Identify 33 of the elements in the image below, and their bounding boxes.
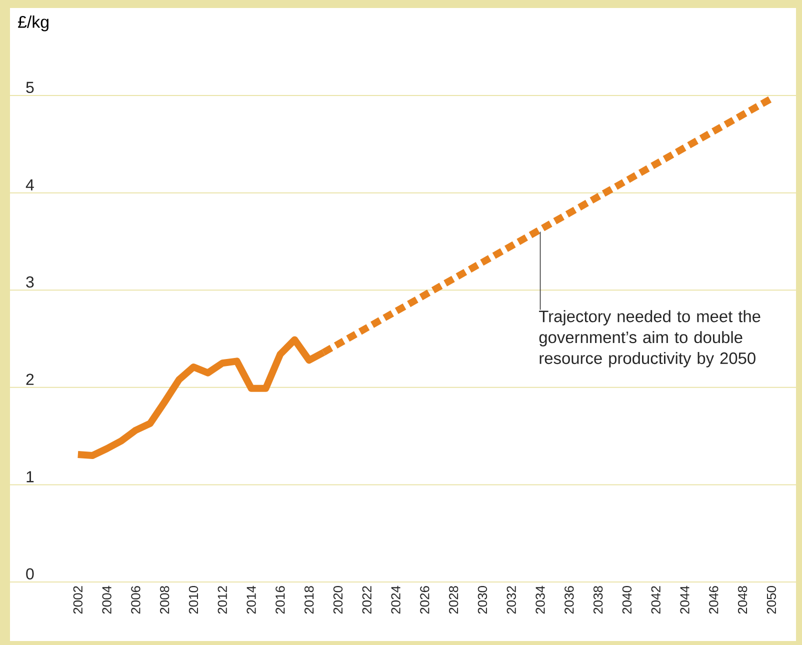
y-tick-label: 2 [26,374,34,385]
x-tick-label: 2032 [506,586,516,614]
x-tick-label: 2046 [709,586,718,614]
x-tick-label: 2008 [160,586,170,614]
x-tick-label: 2022 [362,586,372,614]
x-tick-label: 2006 [131,586,140,614]
y-tick-label: 4 [26,179,34,190]
x-tick-label: 2024 [391,586,400,614]
x-tick-label: 2026 [420,586,430,614]
x-tick-label: 2038 [593,586,603,614]
x-tick-label: 2004 [102,586,112,614]
y-axis-title: £/kg [18,16,48,32]
y-tick-label: 0 [26,568,34,580]
x-tick-label: 2012 [218,586,227,614]
y-tick-label: 5 [26,82,34,94]
x-tick-label: 2030 [478,586,488,614]
x-tick-label: 2042 [651,586,660,614]
x-tick-label: 2002 [73,586,82,614]
x-tick-label: 2040 [622,586,632,614]
y-tick-label: 1 [26,471,34,482]
x-tick-label: 2020 [333,586,343,614]
x-tick-label: 2016 [276,586,285,614]
x-tick-label: 2018 [304,586,314,614]
annotation: Trajectory needed to meet the government’s aim to double resource productivity by 2050 [539,310,760,368]
y-tick-label: 3 [26,276,34,288]
x-tick-label: 2028 [448,586,458,614]
x-tick-label: 2044 [680,586,690,614]
x-tick-label: 2036 [564,586,574,614]
x-tick-label: 2034 [536,586,545,614]
x-tick-label: 2048 [738,586,748,614]
x-tick-label: 2014 [246,586,256,614]
x-tick-label: 2010 [188,586,198,614]
x-tick-label: 2050 [766,586,776,614]
